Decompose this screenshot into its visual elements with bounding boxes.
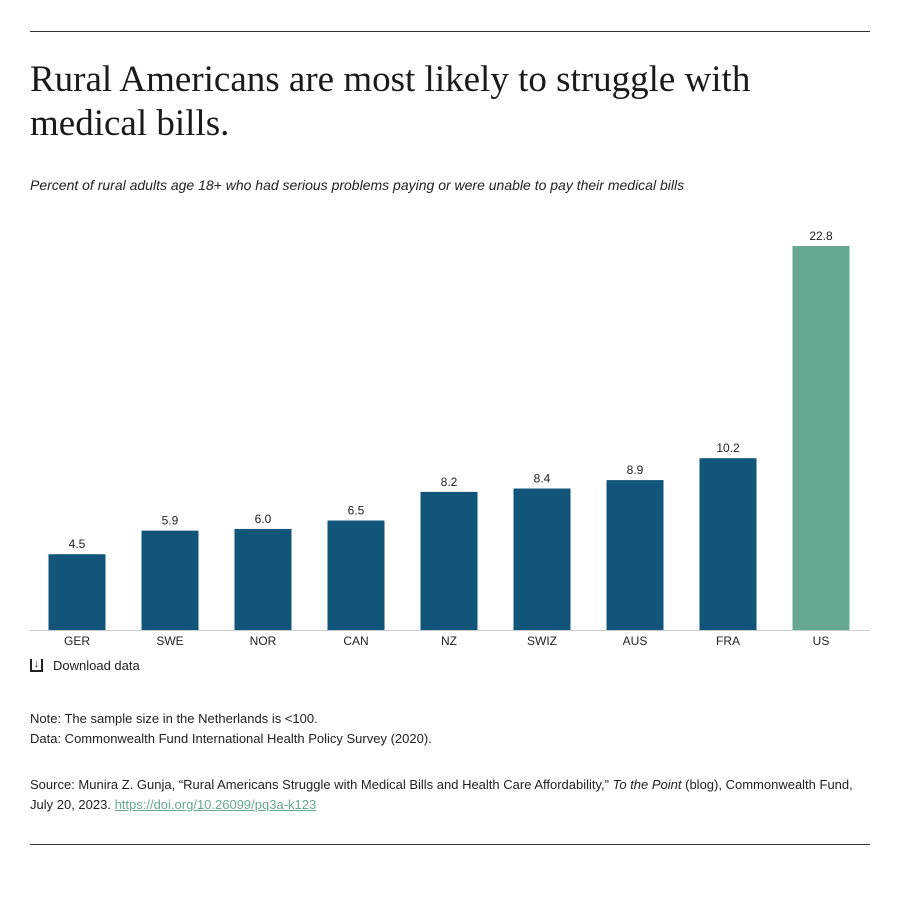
notes: Note: The sample size in the Netherlands…	[30, 709, 432, 749]
x-tick-swiz: SWIZ	[527, 634, 557, 648]
download-icon: ↓	[30, 659, 43, 672]
bar-nz	[420, 491, 478, 630]
download-label: Download data	[53, 658, 140, 673]
x-tick-us: US	[813, 634, 830, 648]
x-tick-swe: SWE	[156, 634, 183, 648]
chart-title: Rural Americans are most likely to strug…	[30, 59, 751, 144]
bottom-rule	[30, 844, 870, 845]
bar-nor	[234, 528, 292, 630]
x-tick-fra: FRA	[716, 634, 740, 648]
top-rule	[30, 31, 870, 32]
x-tick-ger: GER	[64, 634, 90, 648]
value-label-fra: 10.2	[716, 441, 740, 455]
x-tick-nz: NZ	[441, 634, 457, 648]
value-label-nor: 6.0	[255, 512, 272, 526]
data-text: Data: Commonwealth Fund International He…	[30, 731, 432, 746]
bar-swe	[141, 530, 199, 630]
value-label-swe: 5.9	[162, 514, 179, 528]
download-data-button[interactable]: ↓ Download data	[30, 658, 140, 673]
bar-chart: 4.5 GER 5.9 SWE 6.0 NOR 6.5 CAN 8.2 NZ 8.4 SWIZ 8.9 A…	[30, 229, 870, 648]
bar-ger	[48, 554, 106, 630]
x-tick-nor: NOR	[250, 634, 277, 648]
bar-swiz	[513, 488, 571, 630]
chart-subtitle: Percent of rural adults age 18+ who had …	[30, 177, 685, 193]
source-link[interactable]: https://doi.org/10.26099/pq3a-k123	[114, 797, 317, 812]
source-suffix: (blog), Commonwealth Fund, July 20, 2023…	[30, 777, 853, 812]
note-text: Note: The sample size in the Netherlands…	[30, 711, 318, 726]
x-tick-aus: AUS	[623, 634, 648, 648]
bar-can	[327, 520, 385, 630]
bar-us	[792, 246, 850, 630]
bar-fra	[699, 458, 757, 630]
source-prefix: Source: Munira Z. Gunja, “Rural American…	[30, 777, 613, 792]
value-label-us: 22.8	[809, 229, 833, 243]
bar-aus	[606, 480, 664, 630]
value-label-ger: 4.5	[69, 537, 86, 551]
value-label-can: 6.5	[348, 504, 365, 518]
value-label-aus: 8.9	[627, 463, 644, 477]
value-label-swiz: 8.4	[534, 472, 551, 486]
value-label-nz: 8.2	[441, 475, 458, 489]
x-tick-can: CAN	[343, 634, 368, 648]
source-publication: To the Point	[612, 777, 682, 792]
source-text: Source: Munira Z. Gunja, “Rural American…	[30, 775, 870, 815]
